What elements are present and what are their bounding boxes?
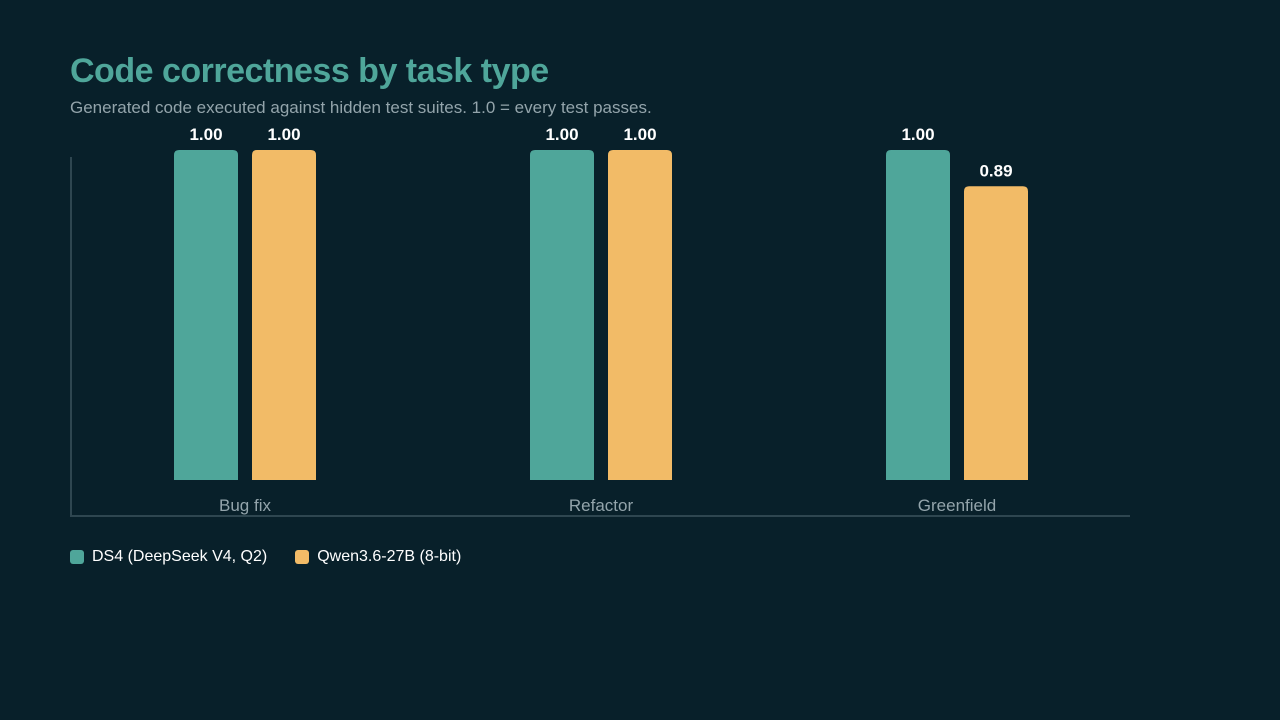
- chart-marks: 1.00 1.00 Bug fix 1.00 1.00 Refactor 1.00 0.89 G…: [174, 125, 1028, 515]
- bar-value-label-bug-fix-series-1: 1.00: [267, 125, 300, 144]
- bar-refactor-series-1: [608, 150, 672, 480]
- category-label-refactor: Refactor: [569, 496, 634, 515]
- chart-title: Code correctness by task type: [70, 52, 549, 90]
- chart-subtitle: Generated code executed against hidden t…: [70, 98, 652, 117]
- bar-bug-fix-series-0: [174, 150, 238, 480]
- legend-item-series-0: DS4 (DeepSeek V4, Q2): [70, 548, 267, 566]
- category-label-greenfield: Greenfield: [918, 496, 996, 515]
- chart-legend: DS4 (DeepSeek V4, Q2) Qwen3.6-27B (8-bit…: [70, 548, 461, 566]
- legend-item-series-1: Qwen3.6-27B (8-bit): [295, 548, 461, 566]
- bar-value-label-bug-fix-series-0: 1.00: [189, 125, 222, 144]
- bar-refactor-series-0: [530, 150, 594, 480]
- legend-label-series-1: Qwen3.6-27B (8-bit): [317, 548, 462, 565]
- bar-greenfield-series-0: [886, 150, 950, 480]
- bar-value-label-greenfield-series-1: 0.89: [979, 161, 1012, 180]
- category-label-bug-fix: Bug fix: [219, 496, 271, 515]
- bar-value-label-refactor-series-1: 1.00: [623, 125, 656, 144]
- legend-swatch-series-1: [295, 550, 310, 564]
- legend-swatch-series-0: [70, 550, 84, 564]
- bar-value-label-greenfield-series-0: 1.00: [901, 125, 934, 144]
- bar-bug-fix-series-1: [252, 150, 316, 480]
- legend-label-series-0: DS4 (DeepSeek V4, Q2): [92, 548, 268, 565]
- bar-greenfield-series-1: [964, 186, 1028, 481]
- bar-value-label-refactor-series-0: 1.00: [545, 125, 578, 144]
